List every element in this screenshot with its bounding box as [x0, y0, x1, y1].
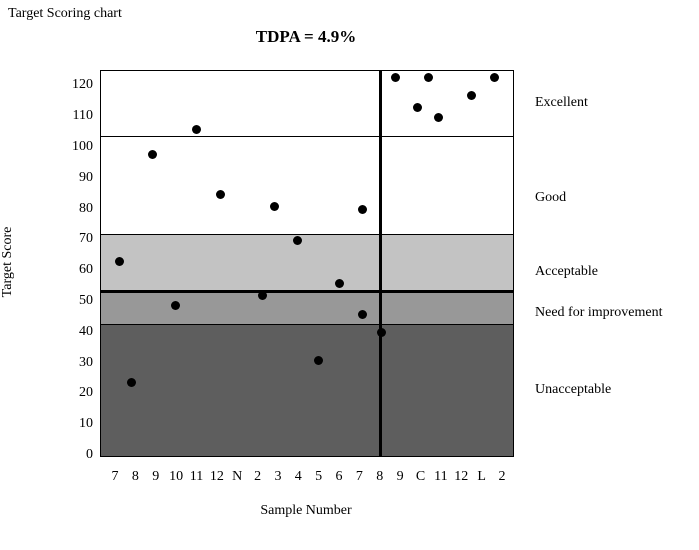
x-tick-label: 9: [152, 469, 160, 484]
y-tick-label: 90: [79, 169, 93, 185]
data-point: [377, 328, 387, 338]
band-label-need-for-improvement: Need for improvement: [535, 305, 663, 320]
x-tick-label: 4: [294, 469, 302, 484]
data-point: [192, 125, 202, 135]
data-point: [334, 279, 344, 289]
data-point: [423, 72, 433, 82]
x-tick-label: 8: [131, 469, 139, 484]
x-tick-label: N: [232, 469, 243, 484]
band-label-unacceptable: Unacceptable: [535, 382, 612, 397]
data-point: [171, 300, 181, 310]
data-point: [314, 356, 324, 366]
x-tick-label: 3: [274, 469, 282, 484]
y-tick-label: 70: [79, 231, 93, 247]
y-tick-label: 50: [79, 293, 93, 308]
x-tick-label: 2: [498, 469, 506, 484]
x-tick-label: 12: [454, 469, 469, 484]
data-point: [115, 257, 125, 267]
page-title: Target Scoring chart: [8, 6, 122, 21]
band-label-good: Good: [535, 190, 567, 205]
band-acceptable: [101, 234, 513, 290]
data-point: [292, 235, 302, 245]
band-need-for-improvement: [101, 289, 513, 324]
data-point: [258, 291, 268, 301]
x-tick-label: 10: [169, 469, 184, 484]
y-tick-label: 110: [72, 108, 93, 124]
data-point: [357, 205, 367, 215]
x-tick-label: 7: [111, 469, 119, 484]
band-unacceptable: [101, 323, 513, 456]
plot-area: [100, 70, 514, 457]
x-tick-label: 2: [254, 469, 262, 484]
y-tick-label: 120: [72, 77, 93, 93]
x-tick-label: 7: [355, 469, 363, 484]
y-tick-label: 60: [79, 262, 93, 278]
band-good: [101, 135, 513, 235]
y-tick-label: 40: [79, 323, 93, 339]
x-tick-label: 8: [376, 469, 384, 484]
x-tick-label: 11: [434, 469, 448, 484]
y-tick-label: 100: [72, 139, 93, 154]
vertical-reference-line: [379, 71, 383, 456]
data-point: [148, 149, 158, 159]
x-tick-label: 9: [396, 469, 404, 484]
data-point: [467, 91, 477, 101]
data-point: [215, 189, 225, 199]
data-point: [127, 377, 137, 387]
band-label-excellent: Excellent: [535, 95, 588, 110]
x-tick-label: 12: [209, 469, 224, 484]
data-point: [269, 202, 279, 212]
y-axis-title: Target Score: [0, 226, 15, 298]
y-tick-label: 20: [79, 385, 93, 401]
data-point: [412, 103, 422, 113]
y-tick-label: 0: [86, 447, 93, 462]
data-point: [357, 309, 367, 319]
x-tick-label: 6: [335, 469, 343, 484]
y-tick-label: 30: [79, 354, 93, 370]
chart-subtitle-tdpa: TDPA = 4.9%: [255, 27, 357, 46]
y-tick-label: 80: [79, 200, 93, 216]
band-excellent: [101, 71, 513, 136]
x-tick-label: 11: [189, 469, 204, 484]
x-axis-title: Sample Number: [260, 503, 352, 518]
x-tick-label: L: [477, 469, 486, 484]
band-label-acceptable: Acceptable: [535, 264, 598, 279]
x-tick-label: 5: [315, 469, 323, 484]
data-point: [490, 72, 500, 82]
x-tick-label: C: [415, 469, 426, 484]
data-point: [433, 112, 443, 122]
data-point: [390, 72, 400, 82]
y-tick-label: 10: [79, 416, 93, 432]
